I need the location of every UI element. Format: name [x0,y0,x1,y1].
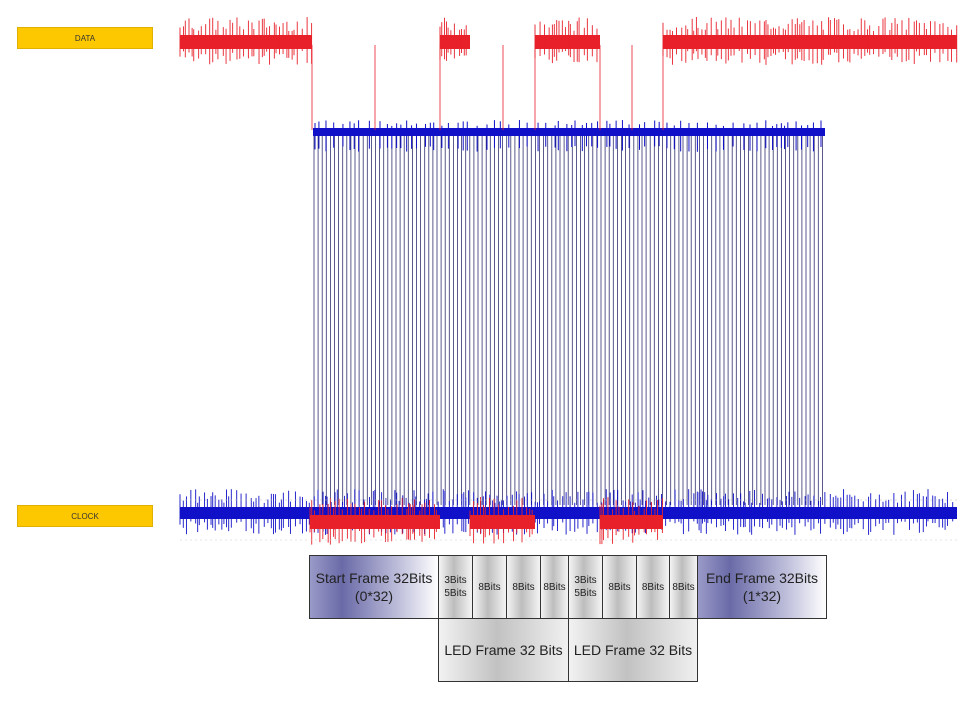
led-frame-1: LED Frame 32 Bits [438,618,569,682]
led1-brightness-cell: 3Bits 5Bits [438,555,473,619]
clock-label: CLOCK [17,505,153,527]
end-frame: End Frame 32Bits (1*32) [697,555,827,619]
end-frame-title: End Frame 32Bits [705,570,819,586]
led2-color-cell: 8Bits [636,555,670,619]
cell-text: 3Bits [574,575,597,586]
led1-color-cell: 8Bits [540,555,569,619]
data-label: DATA [17,27,153,49]
led2-brightness-cell: 3Bits 5Bits [568,555,603,619]
led2-color-cell: 8Bits [669,555,698,619]
led1-color-cell: 8Bits [472,555,507,619]
led2-color-cell: 8Bits [602,555,637,619]
cell-text: 5Bits [574,588,597,599]
data-burst-band [440,35,470,49]
led1-color-cell: 8Bits [506,555,541,619]
start-frame: Start Frame 32Bits (0*32) [309,555,439,619]
cell-text: 5Bits [444,588,467,599]
clock-high-band [313,128,825,136]
data-burst-band [535,35,600,49]
end-frame-value: (1*32) [742,588,782,604]
led-frame-2: LED Frame 32 Bits [568,618,698,682]
start-frame-value: (0*32) [354,588,394,604]
cell-text: 3Bits [444,575,467,586]
data-on-clock-band [600,515,663,529]
data-on-clock-band [470,515,535,529]
data-on-clock-band [310,515,440,529]
start-frame-title: Start Frame 32Bits [315,570,433,586]
data-burst-band [663,35,957,49]
